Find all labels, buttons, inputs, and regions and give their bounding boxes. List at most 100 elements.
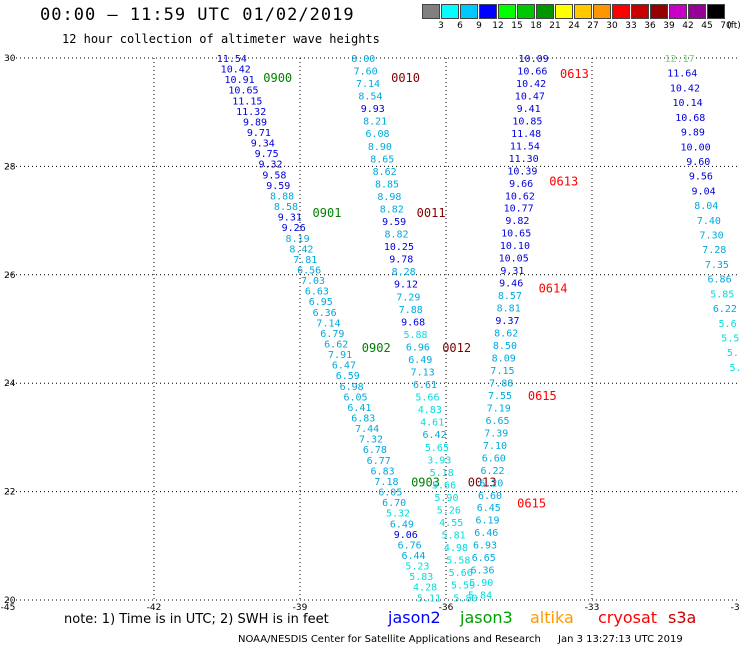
color-scale-swatch: [574, 4, 592, 19]
time-label: 0900: [263, 71, 292, 85]
wave-height-label: 6.36: [471, 566, 495, 577]
wave-height-label: 5.59: [451, 581, 475, 592]
wave-height-label: 11.54: [217, 54, 247, 65]
wave-height-label: 5.85: [710, 289, 734, 300]
wave-height-label: 6.47: [332, 361, 356, 372]
x-tick-label: -45: [1, 603, 16, 613]
time-label: 0614: [539, 282, 568, 296]
wave-height-label: 4.83: [418, 405, 442, 416]
wave-height-label: 7.44: [355, 424, 379, 435]
wave-height-label: 6.05: [378, 488, 402, 499]
color-scale-unit: (ft): [727, 21, 740, 31]
wave-height-label: 8.09: [492, 353, 516, 364]
wave-height-label: 6.45: [477, 503, 501, 514]
time-label: 0901: [313, 206, 342, 220]
wave-height-label: 4.28: [413, 583, 437, 594]
time-label: 0010: [391, 71, 420, 85]
wave-height-label: 6.83: [351, 414, 375, 425]
wave-height-label: 5.11: [417, 593, 441, 604]
wave-height-label: 5.66: [432, 480, 456, 491]
color-scale-label: 42: [682, 21, 694, 31]
wave-height-label: 5.: [727, 348, 739, 359]
wave-height-label: 12.17: [665, 54, 695, 65]
wave-height-label: 8.57: [498, 291, 522, 302]
wave-height-label: 9.06: [394, 530, 418, 541]
wave-height-label: 6.56: [297, 265, 321, 276]
wave-height-label: 5.: [730, 363, 740, 374]
wave-height-label: 7.03: [301, 276, 325, 287]
wave-height-label: 6.08: [365, 129, 389, 140]
color-scale-label: 45: [701, 21, 713, 31]
satellite-legend-item: s3a: [668, 608, 697, 627]
color-scale-swatch: [517, 4, 535, 19]
time-label: 0615: [528, 389, 557, 403]
wave-height-label: 9.66: [509, 179, 533, 190]
color-scale-swatch: [650, 4, 668, 19]
wave-height-label: 5.26: [437, 505, 461, 516]
color-scale-swatch: [555, 4, 573, 19]
wave-height-label: 6.49: [408, 355, 432, 366]
time-label: 0013: [468, 476, 497, 490]
wave-height-label: 9.75: [255, 149, 279, 160]
wave-height-label: 6.20: [479, 478, 503, 489]
wave-height-label: 6.49: [390, 519, 414, 530]
wave-height-label: 7.15: [490, 366, 514, 377]
wave-height-label: 9.59: [266, 181, 290, 192]
color-scale-swatch: [631, 4, 649, 19]
wave-height-label: 10.91: [225, 75, 255, 86]
wave-height-label: 6.59: [336, 371, 360, 382]
time-label: 0613: [560, 67, 589, 81]
wave-height-label: 7.19: [487, 403, 511, 414]
time-label: 0903: [411, 476, 440, 490]
wave-height-label: 8.85: [375, 179, 399, 190]
wave-height-label: 10.42: [221, 65, 251, 76]
wave-height-label: 8.04: [694, 201, 718, 212]
wave-height-label: 8.82: [384, 230, 408, 241]
wave-height-label: 6.41: [347, 403, 371, 414]
wave-height-label: 9.71: [247, 128, 271, 139]
wave-height-label: 6.36: [313, 308, 337, 319]
wave-height-label: 10.77: [504, 204, 534, 215]
time-label: 0613: [549, 174, 578, 188]
wave-height-label: 8.19: [286, 234, 310, 245]
wave-height-label: 6.44: [401, 551, 425, 562]
wave-height-label: 10.68: [675, 113, 705, 124]
wave-height-label: 3.93: [427, 455, 451, 466]
wave-height-label: 9.89: [243, 117, 267, 128]
satellite-legend-item: jason3: [460, 608, 513, 627]
wave-height-label: 8.82: [380, 204, 404, 215]
wave-height-label: 7.40: [697, 216, 721, 227]
wave-height-label: 10.14: [673, 98, 703, 109]
satellite-legend-item: jason2: [388, 608, 441, 627]
color-scale-swatch: [612, 4, 630, 19]
wave-height-label: 7.14: [356, 79, 380, 90]
wave-height-label: 10.00: [681, 142, 711, 153]
wave-height-label: 5.23: [405, 562, 429, 573]
wave-height-label: 5.66: [415, 393, 439, 404]
wave-height-label: 6.05: [343, 392, 367, 403]
wave-height-label: 7.91: [328, 350, 352, 361]
wave-height-label: 11.64: [667, 69, 697, 80]
wave-height-label: 11.54: [510, 141, 540, 152]
wave-height-label: 6.65: [472, 553, 496, 564]
color-scale-swatch: [422, 4, 440, 19]
wave-height-label: 9.82: [505, 216, 529, 227]
wave-height-label: 10.65: [501, 229, 531, 240]
wave-height-label: 8.62: [494, 329, 518, 340]
wave-height-label: 8.88: [270, 191, 294, 202]
chart-subtitle: 12 hour collection of altimeter wave hei…: [62, 32, 380, 46]
wave-height-label: 5.58: [446, 556, 470, 567]
wave-height-label: 7.29: [396, 292, 420, 303]
wave-height-label: 5.6: [719, 319, 737, 330]
wave-height-label: 5.18: [430, 468, 454, 479]
x-tick-label: -39: [293, 603, 308, 613]
wave-height-label: 5.90: [469, 578, 493, 589]
wave-height-label: 6.19: [475, 516, 499, 527]
wave-height-label: 6.65: [485, 416, 509, 427]
wave-height-label: 9.93: [361, 104, 385, 115]
color-scale-swatch: [479, 4, 497, 19]
wave-height-label: 4.55: [439, 518, 463, 529]
wave-height-label: 6.93: [473, 541, 497, 552]
wave-height-label: 11.30: [509, 154, 539, 165]
wave-height-label: 7.35: [705, 260, 729, 271]
